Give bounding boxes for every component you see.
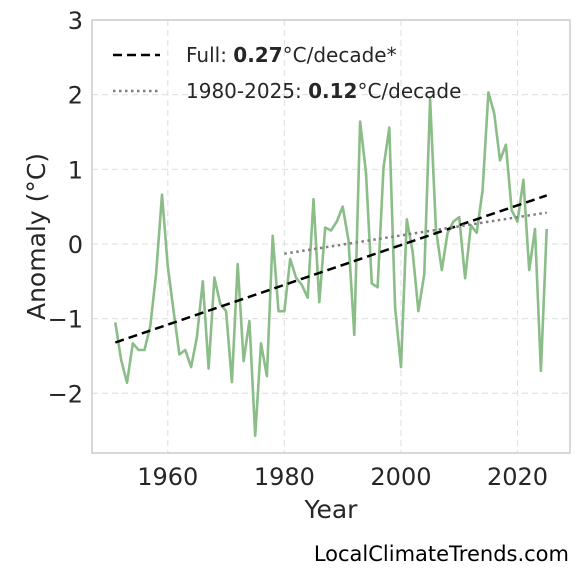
- site-credit: LocalClimateTrends.com: [313, 542, 569, 566]
- y-tick-labels: −2 −1 0 1 2 3: [48, 7, 83, 408]
- x-tick-label: 1980: [254, 463, 315, 491]
- y-tick-label: 1: [68, 156, 83, 184]
- series-trend-full: [114, 194, 548, 344]
- legend-recent-suffix: °C/decade: [357, 79, 461, 103]
- legend-full-value: 0.27: [233, 43, 282, 67]
- x-tick-label: 1960: [137, 463, 198, 491]
- legend: Full: 0.27°C/decade* 1980-2025: 0.12°C/d…: [113, 43, 461, 103]
- plot-frame: [91, 19, 571, 454]
- y-axis-title: Anomaly (°C): [22, 153, 51, 320]
- legend-label-recent: 1980-2025: 0.12°C/decade: [186, 79, 461, 103]
- legend-full-suffix: °C/decade*: [283, 43, 397, 67]
- legend-label-full: Full: 0.27°C/decade*: [186, 43, 397, 67]
- x-tick-label: 2000: [370, 463, 431, 491]
- legend-recent-value: 0.12: [308, 79, 357, 103]
- y-tick-label: 3: [68, 7, 83, 35]
- y-tick-label: 2: [68, 82, 83, 110]
- series-annual-anomaly: [114, 91, 548, 438]
- y-tick-label: −2: [48, 380, 83, 408]
- grid: [92, 19, 570, 453]
- y-tick-label: −1: [48, 306, 83, 334]
- x-axis-title: Year: [304, 495, 359, 524]
- series-layer: [114, 91, 548, 438]
- series-trend-recent: [284, 211, 547, 255]
- legend-recent-prefix: 1980-2025:: [186, 79, 308, 103]
- x-tick-labels: 1960 1980 2000 2020: [137, 463, 548, 491]
- y-tick-label: 0: [68, 231, 83, 259]
- legend-full-prefix: Full:: [186, 43, 233, 67]
- x-tick-label: 2020: [487, 463, 548, 491]
